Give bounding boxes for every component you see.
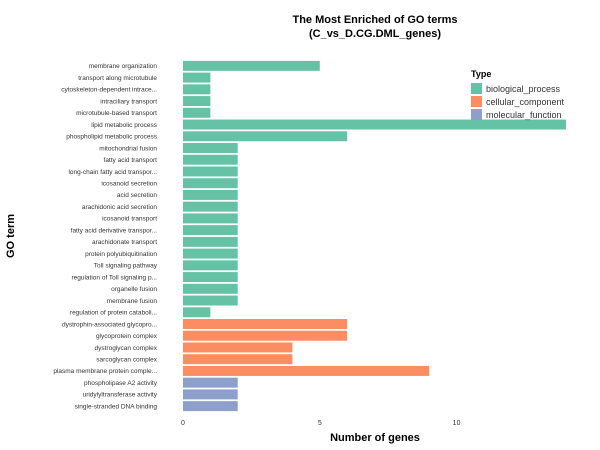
category-label: long-chain fatty acid transpor... <box>68 169 157 176</box>
category-label: transport along microtubule <box>78 75 157 82</box>
category-label: glycoprotein complex <box>96 333 158 340</box>
category-label: fatty acid derivative transpor... <box>71 227 158 234</box>
bar <box>183 307 211 318</box>
legend-title: Type <box>471 69 491 79</box>
bar <box>183 225 238 236</box>
category-label: lipid metabolic process <box>91 122 158 129</box>
legend-label: cellular_component <box>486 97 565 107</box>
category-labels: membrane organization transport along mic… <box>53 63 157 410</box>
bar <box>183 201 238 212</box>
bar <box>183 283 238 294</box>
x-tick-label: 0 <box>181 420 185 427</box>
x-tick-label: 10 <box>453 420 461 427</box>
bar <box>183 131 348 142</box>
y-axis-title: GO term <box>5 214 17 258</box>
chart-subtitle: (C_vs_D.CG.DML_genes) <box>309 28 441 40</box>
category-label: arachidonic acid secretion <box>82 204 158 211</box>
category-label: fatty acid transport <box>104 157 158 164</box>
bar <box>183 365 430 376</box>
bar <box>183 154 238 165</box>
category-label: plasma membrane protein comple... <box>53 368 157 375</box>
category-label: microtubule-based transport <box>76 110 157 117</box>
legend-swatch <box>471 109 482 120</box>
x-tick-label: 5 <box>318 420 322 427</box>
legend-swatch <box>471 83 482 94</box>
bar <box>183 178 238 189</box>
category-label: membrane organization <box>89 63 158 70</box>
category-label: protein polyubiquitination <box>85 251 157 258</box>
bar <box>183 236 238 247</box>
legend: Type biological_process cellular_componen… <box>471 69 565 120</box>
category-label: sarcoglycan complex <box>96 357 157 364</box>
bar <box>183 119 566 130</box>
bar <box>183 295 238 306</box>
bar <box>183 377 238 388</box>
bar <box>183 60 320 71</box>
legend-label: biological_process <box>486 84 561 94</box>
category-label: membrane fusion <box>107 298 158 305</box>
bar <box>183 107 211 118</box>
x-axis-ticks: 0 5 10 <box>181 420 461 427</box>
category-label: arachidonate transport <box>92 239 157 246</box>
bar <box>183 342 293 353</box>
category-label: cytoskeleton-dependent intrace... <box>61 87 157 94</box>
legend-label: molecular_function <box>486 110 562 120</box>
category-label: acid secretion <box>117 192 157 199</box>
chart-title: The Most Enriched of GO terms <box>292 14 457 26</box>
category-label: regulation of Toll signaling p... <box>71 274 157 281</box>
category-label: phospholipase A2 activity <box>84 380 158 387</box>
bar <box>183 389 238 400</box>
category-label: mitochondrial fusion <box>99 145 157 152</box>
category-label: intraciliary transport <box>100 98 157 105</box>
bar <box>183 248 238 259</box>
bar <box>183 166 238 177</box>
category-label: dystroglycan complex <box>95 345 158 352</box>
bar <box>183 213 238 224</box>
category-label: dystrophin-associated glycopro... <box>62 321 157 328</box>
category-label: Toll signaling pathway <box>94 263 158 270</box>
category-label: phospholipid metabolic process <box>66 134 157 141</box>
bar <box>183 189 238 200</box>
category-label: icosanoid secretion <box>101 181 157 188</box>
x-axis-title: Number of genes <box>330 432 420 444</box>
bar <box>183 96 211 107</box>
category-label: uridylyltransferase activity <box>83 392 158 399</box>
category-label: organelle fusion <box>111 286 157 293</box>
bar <box>183 260 238 271</box>
bar <box>183 319 348 329</box>
bar <box>183 354 293 365</box>
legend-swatch <box>471 96 482 107</box>
bar <box>183 72 211 83</box>
bar <box>183 401 238 412</box>
category-label: regulation of protein cataboli... <box>70 310 157 317</box>
bar <box>183 143 238 153</box>
category-label: single-stranded DNA binding <box>75 403 158 410</box>
category-label: icosanoid transport <box>102 216 157 223</box>
bar <box>183 272 238 283</box>
bar <box>183 84 211 95</box>
bars <box>183 60 566 412</box>
bar <box>183 330 348 341</box>
